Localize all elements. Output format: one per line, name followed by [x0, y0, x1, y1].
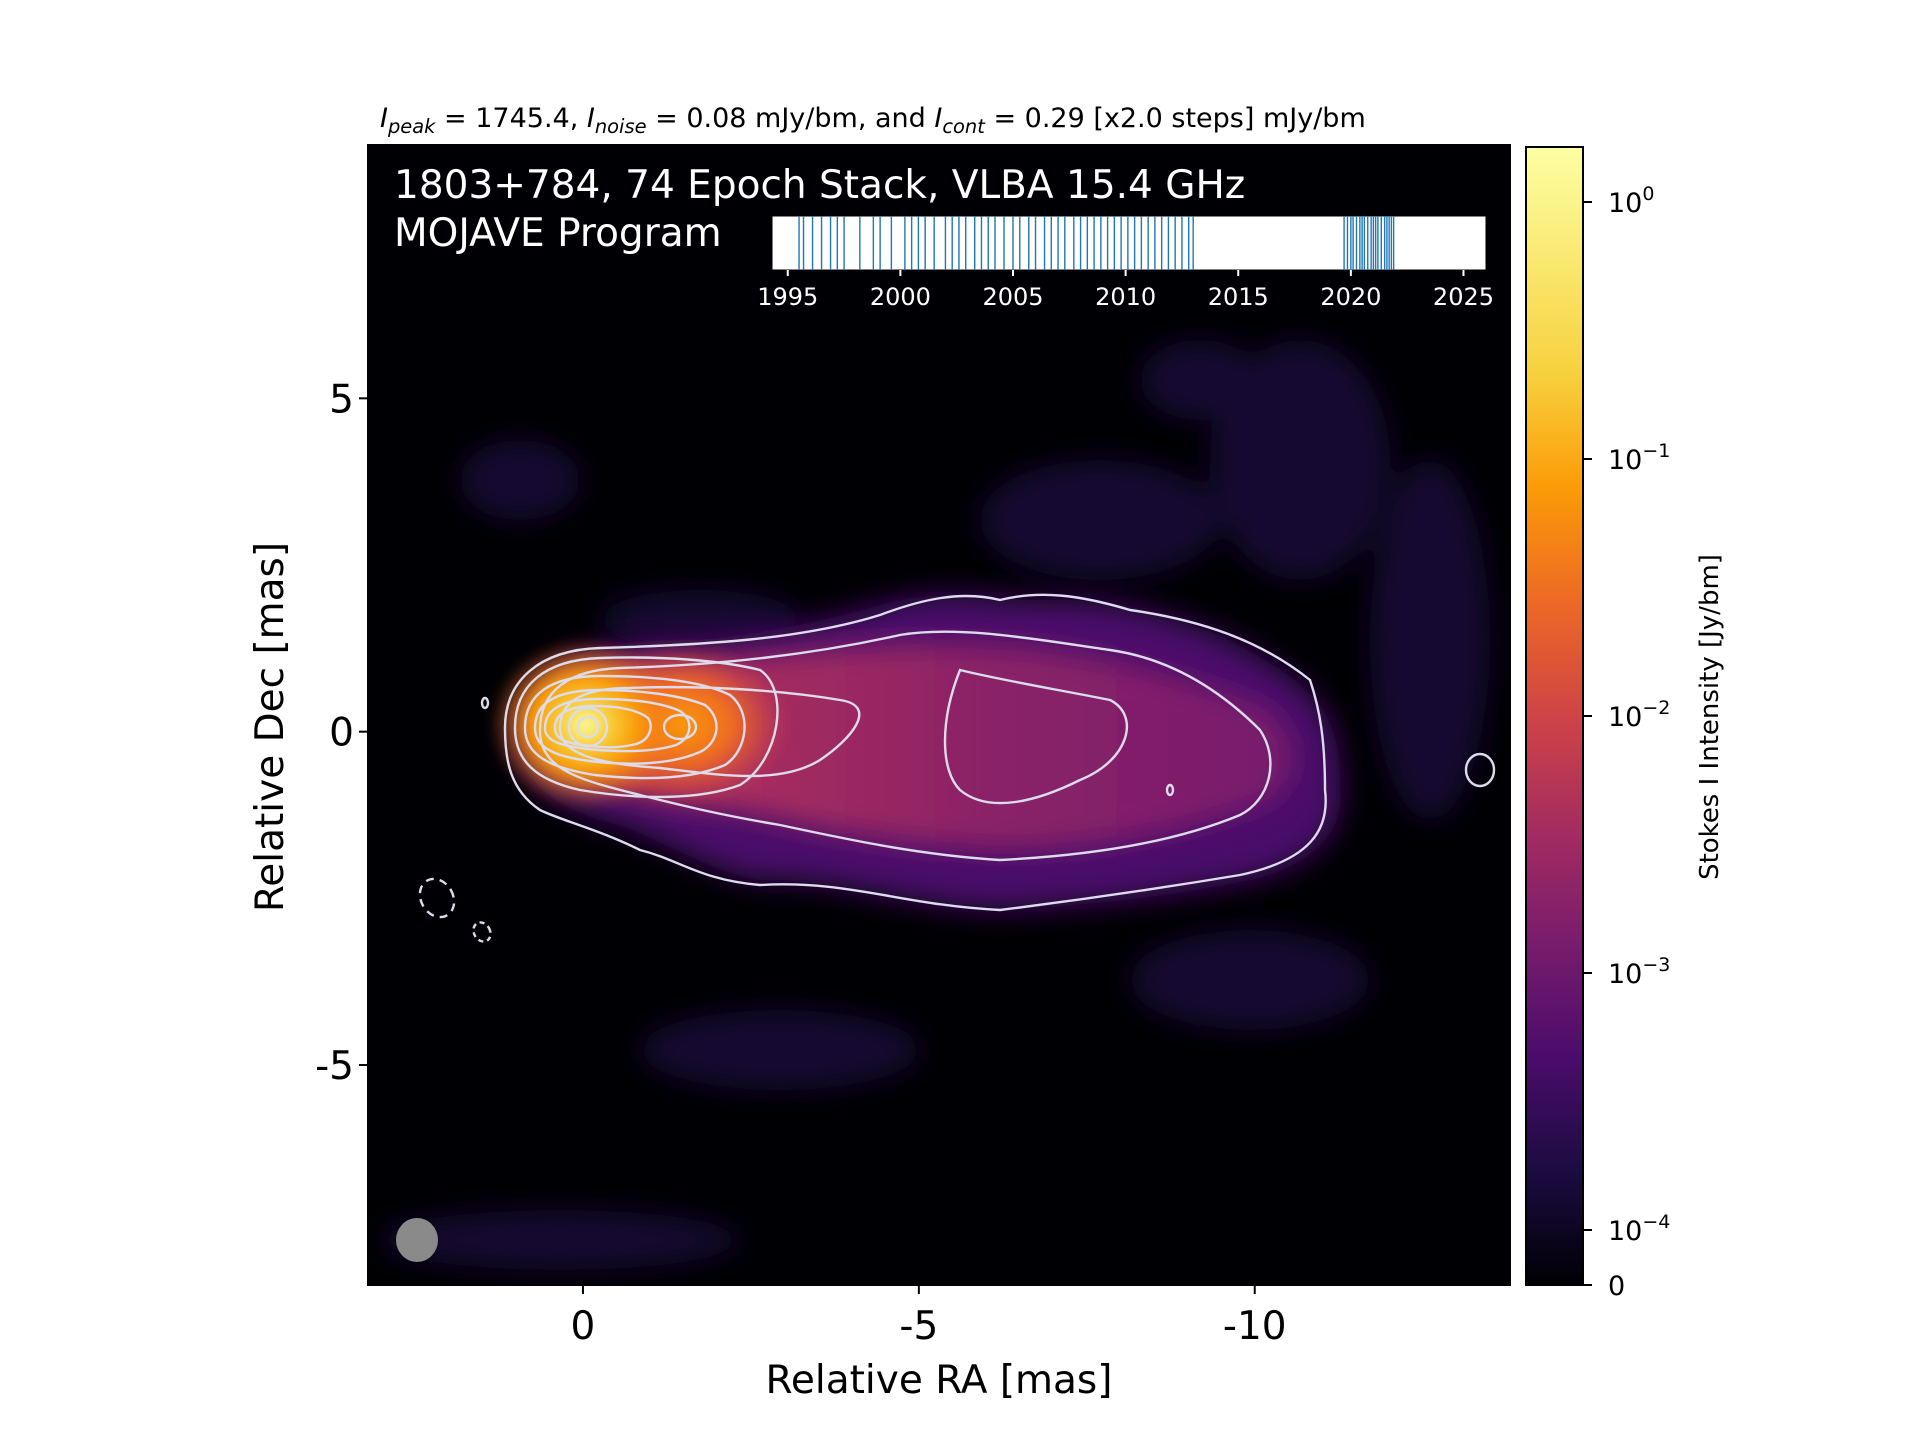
y-tick-label: 0	[329, 711, 354, 756]
epoch-timeline: 1995 2000 2005 2010 2015 2020 2025	[757, 215, 1494, 311]
y-tick-label: 5	[329, 377, 354, 422]
epoch-ticks: 1995 2000 2005 2010 2015 2020 2025	[757, 270, 1494, 311]
colorbar-ticks: 100 10−1 10−2 10−3 10−4 0	[1583, 183, 1670, 1302]
epoch-tick-label: 2000	[870, 283, 931, 311]
x-tick-label: 0	[571, 1304, 596, 1349]
beam-ellipse	[396, 1218, 438, 1262]
epoch-lines	[798, 216, 1395, 270]
colorbar-tick-label: 0	[1608, 1271, 1625, 1302]
background-noise	[380, 340, 1490, 1270]
image-panel: 0 -5 -10 5 0 -5 1803+784, 74 Epoch Stack, VL…	[315, 144, 1511, 1349]
x-axis-label: Relative RA [mas]	[766, 1358, 1113, 1403]
y-axis-label: Relative Dec [mas]	[248, 542, 293, 912]
x-tick-labels: 0 -5 -10	[571, 1304, 1287, 1349]
y-tick-labels: 5 0 -5	[315, 377, 354, 1089]
axis-ticks	[359, 145, 1510, 1294]
epoch-tick-label: 1995	[757, 283, 818, 311]
colorbar-tick-label: 10−1	[1608, 440, 1670, 476]
epoch-tick-label: 2010	[1095, 283, 1156, 311]
colorbar-gradient	[1525, 146, 1584, 1286]
epoch-tick-label: 2005	[982, 283, 1043, 311]
colorbar-tick-label: 10−3	[1608, 954, 1670, 990]
colorbar-tick-label: 10−4	[1608, 1211, 1670, 1247]
header-stats: Ipeak = 1745.4, Inoise = 0.08 mJy/bm, an…	[380, 103, 1366, 138]
colorbar-label: Stokes I Intensity [Jy/bm]	[1695, 554, 1725, 880]
contours	[418, 593, 1496, 943]
x-tick-label: -10	[1223, 1304, 1287, 1349]
x-tick-label: -5	[899, 1304, 938, 1349]
panel-title-line2: MOJAVE Program	[394, 211, 722, 256]
colorbar-tick-label: 100	[1608, 183, 1654, 219]
epoch-tick-label: 2020	[1320, 283, 1381, 311]
epoch-tick-label: 2025	[1433, 283, 1494, 311]
panel-title-line1: 1803+784, 74 Epoch Stack, VLBA 15.4 GHz	[394, 163, 1245, 208]
y-tick-label: -5	[315, 1044, 354, 1089]
colorbar-tick-label: 10−2	[1608, 697, 1670, 733]
colorbar: 100 10−1 10−2 10−3 10−4 0 Stokes I Intensity …	[1525, 146, 1725, 1302]
epoch-tick-label: 2015	[1208, 283, 1269, 311]
